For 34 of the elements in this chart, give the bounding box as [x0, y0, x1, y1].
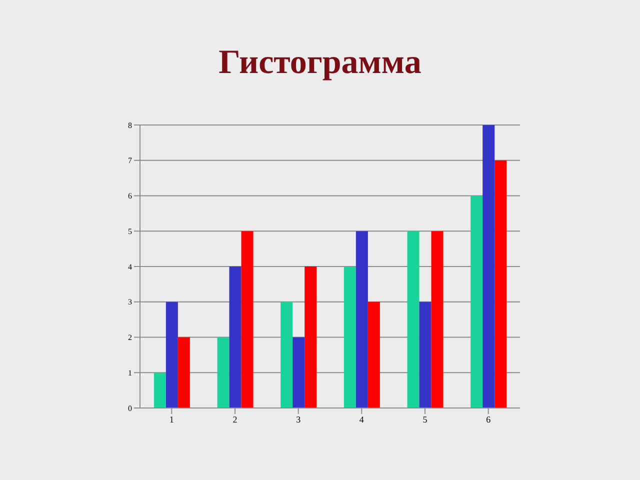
x-tick-label: 5: [422, 414, 428, 424]
y-tick-label: 8: [128, 120, 132, 130]
x-tick-label: 2: [232, 414, 238, 424]
y-tick-label: 1: [128, 368, 132, 378]
y-tick-label: 0: [128, 404, 132, 413]
bar: [154, 372, 166, 408]
y-tick-label: 7: [128, 156, 132, 166]
bar: [356, 231, 368, 408]
bar: [241, 231, 254, 408]
chart-title: Гистограмма: [218, 44, 422, 82]
bar: [494, 160, 507, 408]
bar: [304, 266, 317, 408]
bar: [344, 266, 356, 408]
bar: [292, 337, 305, 408]
bar: [280, 302, 293, 408]
bar: [482, 125, 495, 408]
bar: [368, 302, 380, 408]
y-tick-label: 5: [128, 226, 132, 236]
bar: [407, 231, 420, 408]
bar: [229, 266, 242, 408]
bar: [178, 337, 190, 408]
y-tick-label: 3: [128, 298, 132, 307]
y-tick-label: 4: [128, 262, 132, 272]
bar: [217, 337, 230, 408]
bar: [419, 302, 432, 408]
bar: [166, 302, 178, 408]
bar: [431, 231, 444, 408]
x-tick-label: 4: [359, 414, 364, 424]
bar: [470, 196, 483, 408]
x-tick-label: 3: [296, 414, 302, 424]
y-tick-label: 6: [128, 192, 132, 201]
x-tick-label: 6: [486, 414, 492, 424]
x-tick-label: 1: [169, 414, 174, 424]
y-tick-label: 2: [128, 333, 132, 342]
